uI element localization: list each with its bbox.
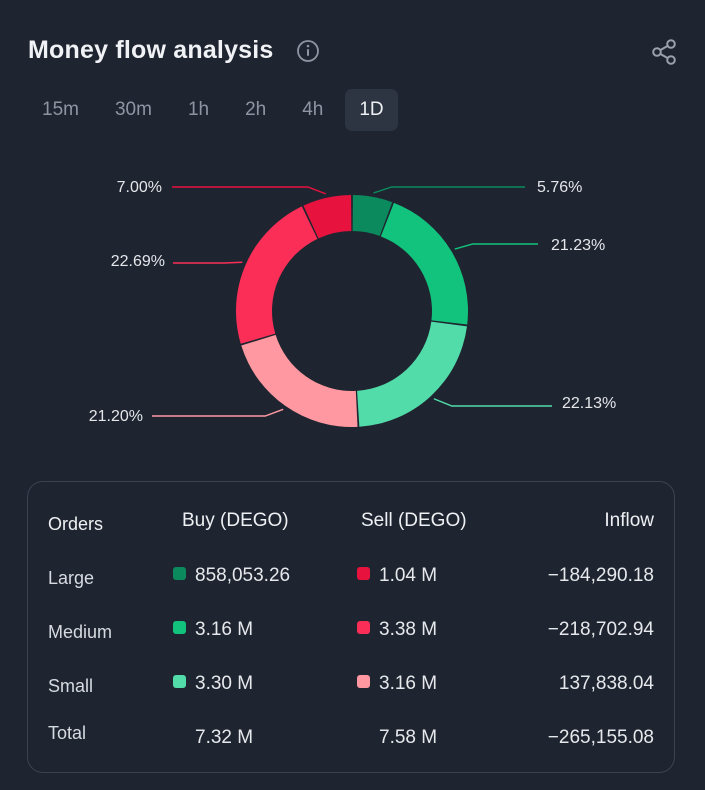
small-buy-swatch: [173, 675, 186, 688]
medium-buy-value: 3.16 M: [173, 619, 253, 641]
leader-line-5: [173, 261, 243, 264]
total-inflow-value: −265,155.08: [547, 727, 654, 748]
medium-sell-value: 3.38 M: [357, 619, 437, 641]
slice-label-6: 7.00%: [117, 179, 162, 196]
slice-label-3: 22.13%: [562, 395, 616, 412]
total-sell-value: 7.58 M: [379, 727, 438, 748]
small-sell-value: 3.16 M: [357, 673, 437, 695]
tab-2h[interactable]: 2h: [245, 99, 267, 120]
small-inflow-value: 137,838.04: [558, 673, 654, 694]
tab-1h[interactable]: 1h: [187, 99, 210, 120]
tab-15m[interactable]: 15m: [42, 99, 79, 120]
slice-label-1: 5.76%: [537, 179, 582, 196]
money-flow-donut-chart: 5.76% 21.23% 22.13% 21.20% 22.69% 7.00%: [0, 140, 705, 460]
medium-buy-swatch: [173, 621, 186, 634]
medium-sell-swatch: [357, 621, 370, 634]
slice-label-5: 22.69%: [111, 253, 165, 270]
large-buy-value: 858,053.26: [173, 565, 290, 587]
buy-header: Buy (DEGO): [182, 510, 289, 531]
inflow-header: Inflow: [604, 510, 654, 531]
donut-slice-1[interactable]: [352, 195, 393, 236]
donut-slice-5[interactable]: [236, 206, 318, 344]
orders-header: Orders: [48, 514, 104, 534]
page-title: Money flow analysis: [28, 36, 274, 64]
small-buy-value: 3.30 M: [173, 673, 253, 695]
total-buy-value: 7.32 M: [195, 727, 254, 748]
large-buy-swatch: [173, 567, 186, 580]
row-label-total: Total: [48, 723, 87, 743]
donut-slice-2[interactable]: [380, 202, 468, 325]
tab-30m[interactable]: 30m: [114, 99, 152, 120]
info-icon[interactable]: [296, 39, 320, 63]
medium-buy-text: 3.16 M: [195, 619, 254, 640]
small-buy-text: 3.30 M: [195, 673, 254, 694]
donut-slice-4[interactable]: [241, 334, 358, 427]
large-sell-text: 1.04 M: [379, 565, 438, 586]
slice-label-4: 21.20%: [89, 408, 143, 425]
tab-4h[interactable]: 4h: [302, 99, 324, 120]
leader-line-6: [172, 186, 327, 195]
leader-line-3: [433, 398, 552, 407]
share-icon[interactable]: [651, 38, 677, 66]
timeframe-tabs: 15m 30m 1h 2h 4h 1D: [28, 89, 406, 133]
small-sell-swatch: [357, 675, 370, 688]
medium-inflow-value: −218,702.94: [547, 619, 654, 640]
header: Money flow analysis: [28, 34, 677, 70]
small-sell-text: 3.16 M: [379, 673, 438, 694]
large-inflow-value: −184,290.18: [547, 565, 654, 586]
medium-sell-text: 3.38 M: [379, 619, 438, 640]
leader-line-2: [454, 243, 538, 250]
donut-slice-6[interactable]: [303, 195, 352, 239]
leader-line-1: [373, 186, 525, 194]
large-buy-text: 858,053.26: [195, 565, 291, 586]
large-sell-value: 1.04 M: [357, 565, 437, 587]
row-label-medium: Medium: [48, 622, 113, 642]
money-flow-table: Orders Buy (DEGO) Sell (DEGO) Inflow Lar…: [27, 481, 675, 773]
large-sell-swatch: [357, 567, 370, 580]
tab-1d[interactable]: 1D: [345, 89, 398, 131]
sell-header: Sell (DEGO): [361, 510, 467, 531]
slice-label-2: 21.23%: [551, 237, 605, 254]
donut-slice-3[interactable]: [357, 321, 467, 427]
donut-svg: 5.76% 21.23% 22.13% 21.20% 22.69% 7.00%: [89, 179, 616, 427]
leader-line-4: [152, 408, 284, 417]
row-label-small: Small: [48, 676, 94, 696]
row-label-large: Large: [48, 568, 95, 588]
